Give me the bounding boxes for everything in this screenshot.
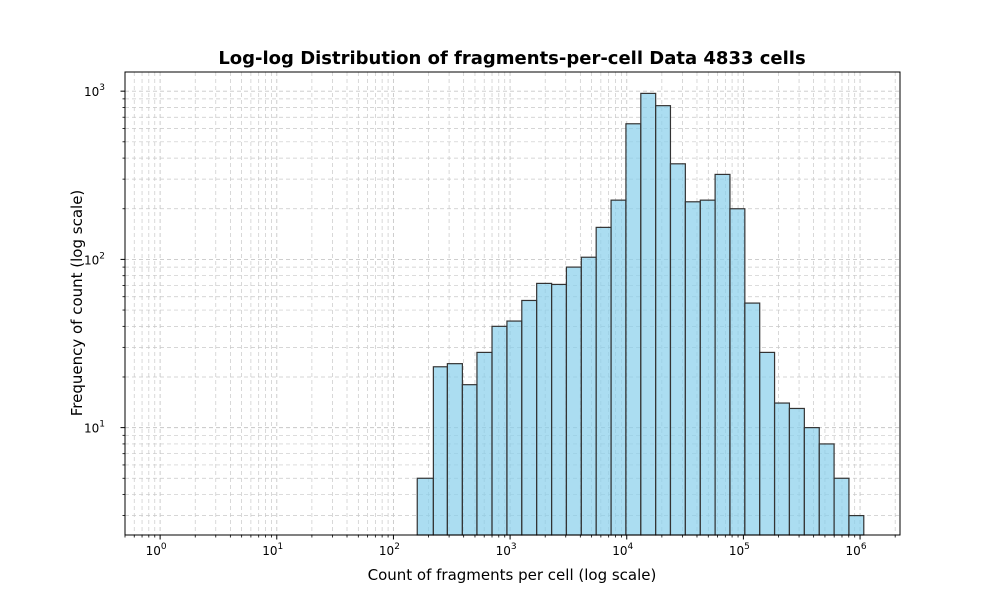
histogram-bar <box>610 199 627 536</box>
x-axis-label: Count of fragments per cell (log scale) <box>368 566 657 584</box>
histogram-bar <box>506 320 523 536</box>
histogram-bar <box>669 163 686 536</box>
histogram-bar <box>491 325 508 536</box>
x-tick-label: 106 <box>846 542 867 558</box>
histogram-bar <box>446 363 463 536</box>
histogram-bar <box>818 443 835 536</box>
x-tick-label: 105 <box>729 542 750 558</box>
histogram-bar <box>595 226 612 536</box>
histogram-bar <box>773 402 791 536</box>
histogram-bar <box>640 92 657 536</box>
y-tick-label: 102 <box>84 251 105 267</box>
histogram-bar <box>625 123 642 536</box>
histogram-bar <box>461 384 478 536</box>
histogram-bar <box>699 199 716 536</box>
histogram-bar <box>655 105 672 536</box>
histogram-bar <box>565 266 582 536</box>
x-tick-label: 104 <box>612 542 633 558</box>
plot-frame <box>124 71 901 536</box>
histogram-bar <box>684 201 701 536</box>
histogram-bar <box>848 514 865 536</box>
y-axis-label: Frequency of count (log scale) <box>68 190 86 417</box>
y-axis-ticks: 101 102 103 <box>84 83 125 516</box>
x-tick-label: 102 <box>379 542 400 558</box>
x-tick-label: 100 <box>146 542 167 558</box>
histogram-bar <box>714 173 731 536</box>
histogram-bar <box>833 477 850 536</box>
histogram-bar <box>536 282 553 536</box>
histogram-bar <box>759 351 776 536</box>
y-tick-label: 103 <box>84 83 105 99</box>
x-tick-label: 103 <box>496 542 517 558</box>
histogram-bar <box>521 299 538 536</box>
x-tick-label: 101 <box>262 542 283 558</box>
x-axis-ticks: 100 101 102 103 104 105 106 <box>124 535 896 558</box>
histogram-bar <box>416 477 434 536</box>
histogram-bar <box>580 256 597 536</box>
histogram-bar <box>551 283 568 536</box>
histogram-bar <box>432 366 448 536</box>
histogram-bar <box>803 427 820 536</box>
histogram-bar <box>788 407 805 536</box>
y-tick-label: 101 <box>84 420 105 436</box>
histogram-bar <box>729 208 746 536</box>
histogram-bar <box>476 351 493 536</box>
histogram-bar <box>744 302 761 536</box>
chart-title: Log-log Distribution of fragments-per-ce… <box>218 48 805 69</box>
